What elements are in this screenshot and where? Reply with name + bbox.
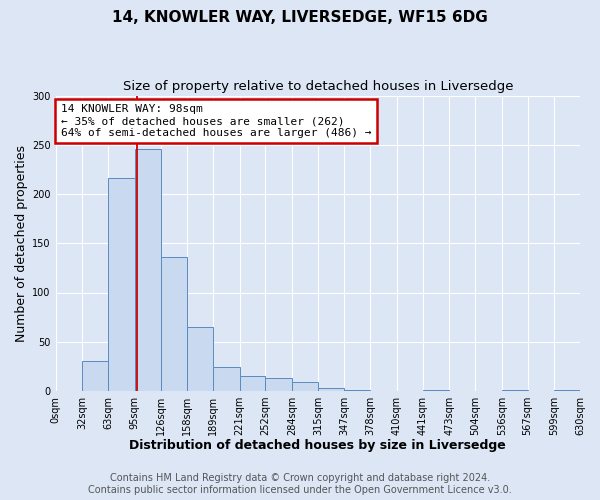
Text: 14 KNOWLER WAY: 98sqm
← 35% of detached houses are smaller (262)
64% of semi-det: 14 KNOWLER WAY: 98sqm ← 35% of detached … [61, 104, 371, 138]
Y-axis label: Number of detached properties: Number of detached properties [15, 145, 28, 342]
Bar [108, 178, 135, 391]
Bar [213, 368, 239, 391]
Bar [502, 390, 527, 391]
Bar [265, 378, 292, 391]
Bar [554, 390, 580, 391]
Bar [318, 388, 344, 391]
Bar [292, 382, 318, 391]
X-axis label: Distribution of detached houses by size in Liversedge: Distribution of detached houses by size … [130, 440, 506, 452]
Bar [161, 257, 187, 391]
Bar [82, 362, 108, 391]
Title: Size of property relative to detached houses in Liversedge: Size of property relative to detached ho… [122, 80, 513, 93]
Bar [239, 376, 265, 391]
Bar [135, 148, 161, 391]
Text: Contains HM Land Registry data © Crown copyright and database right 2024.
Contai: Contains HM Land Registry data © Crown c… [88, 474, 512, 495]
Bar [187, 327, 213, 391]
Bar [344, 390, 370, 391]
Text: 14, KNOWLER WAY, LIVERSEDGE, WF15 6DG: 14, KNOWLER WAY, LIVERSEDGE, WF15 6DG [112, 10, 488, 25]
Bar [422, 390, 449, 391]
